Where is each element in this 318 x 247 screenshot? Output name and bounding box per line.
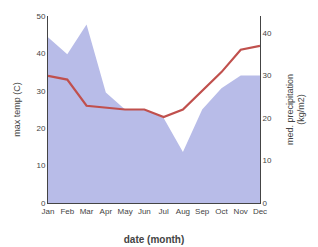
- svg-text:Aug: Aug: [176, 207, 190, 216]
- svg-text:30: 30: [36, 87, 45, 96]
- svg-text:0: 0: [41, 199, 46, 208]
- svg-text:date (month): date (month): [124, 234, 185, 245]
- svg-text:Oct: Oct: [215, 207, 228, 216]
- svg-text:Mar: Mar: [80, 207, 94, 216]
- svg-text:Apr: Apr: [100, 207, 113, 216]
- svg-text:10: 10: [263, 156, 272, 165]
- svg-text:Dec: Dec: [253, 207, 267, 216]
- svg-text:30: 30: [263, 71, 272, 80]
- svg-text:50: 50: [36, 12, 45, 21]
- svg-text:40: 40: [263, 29, 272, 38]
- svg-text:20: 20: [36, 124, 45, 133]
- svg-text:Sep: Sep: [195, 207, 210, 216]
- svg-text:Nov: Nov: [234, 207, 248, 216]
- svg-text:Jul: Jul: [159, 207, 169, 216]
- svg-text:0: 0: [263, 199, 268, 208]
- svg-text:20: 20: [263, 114, 272, 123]
- svg-text:Jun: Jun: [138, 207, 151, 216]
- svg-text:Feb: Feb: [60, 207, 74, 216]
- svg-text:Jan: Jan: [42, 207, 55, 216]
- svg-text:max temp (C): max temp (C): [12, 82, 22, 137]
- svg-text:40: 40: [36, 49, 45, 58]
- svg-text:10: 10: [36, 161, 45, 170]
- svg-text:med. precipitation(kg/m2): med. precipitation(kg/m2): [285, 74, 307, 145]
- svg-text:May: May: [118, 207, 133, 216]
